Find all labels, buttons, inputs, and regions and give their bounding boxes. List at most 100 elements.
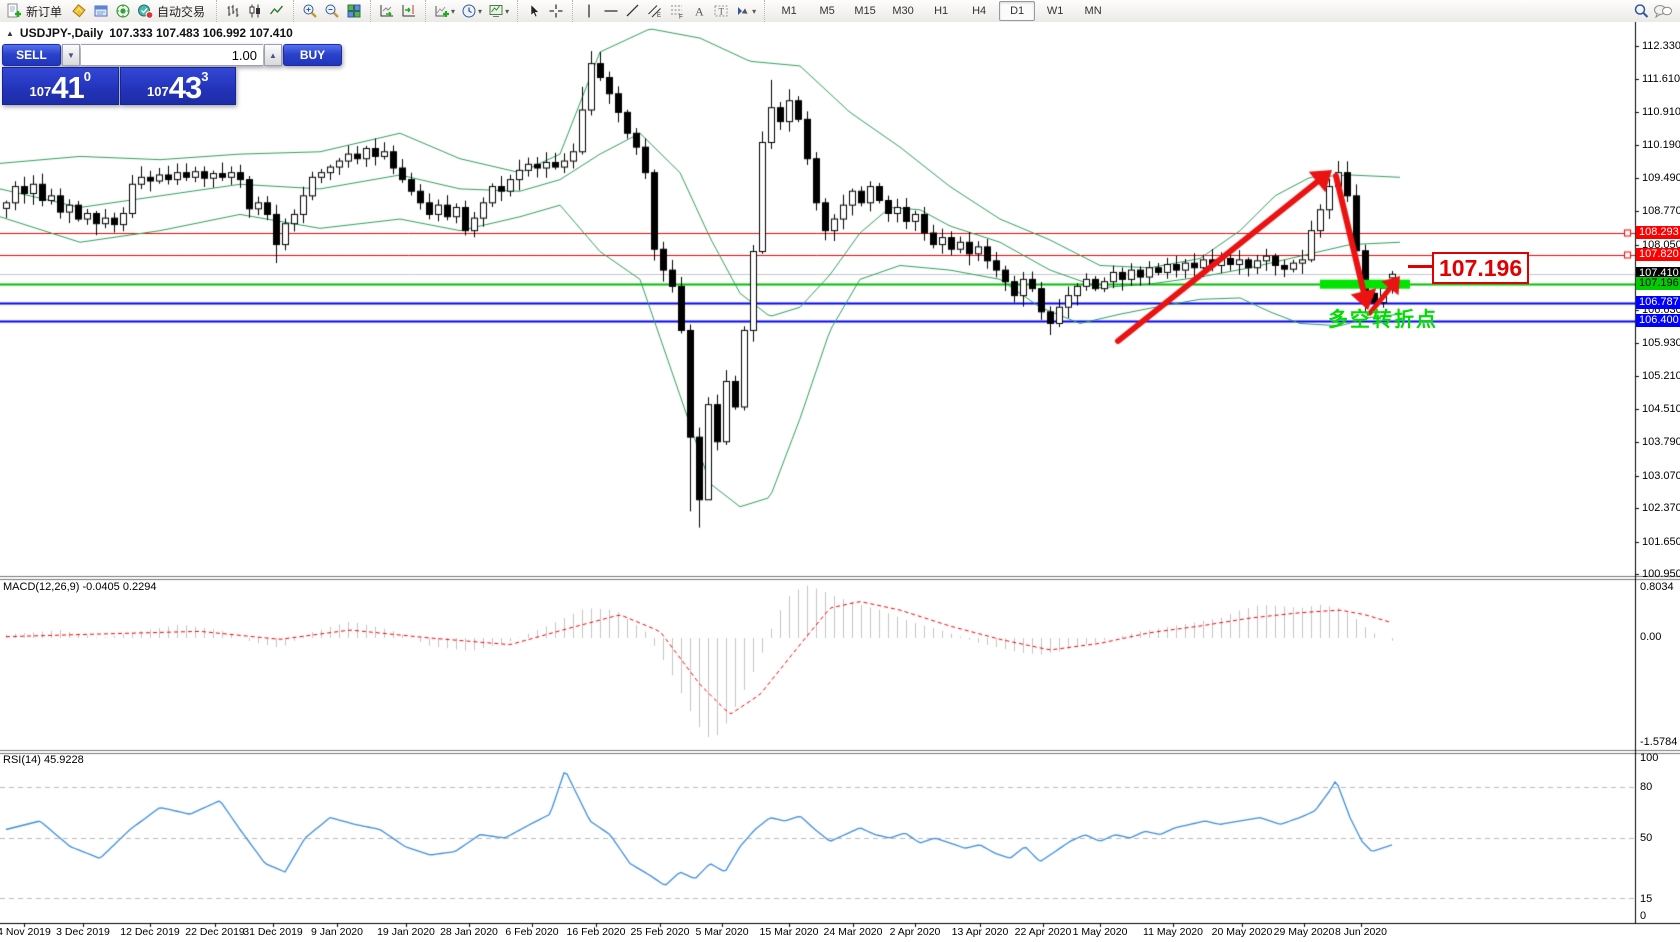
date-axis-label: 12 Dec 2019 [120,926,180,938]
date-axis-label: 22 Dec 2019 [185,926,245,938]
timeframe-button-m30[interactable]: M30 [892,5,914,17]
buy-button[interactable]: BUY [283,44,342,66]
date-axis-label: 31 Dec 2019 [243,926,303,938]
timeframe-button-w1[interactable]: W1 [1046,5,1064,17]
chart-title: ▲ USDJPY-,Daily 107.333 107.483 106.992 … [6,26,293,40]
chart-area: ▲ USDJPY-,Daily 107.333 107.483 106.992 … [0,22,1680,942]
macd-scale-label: 0.8034 [1640,581,1674,593]
date-axis-label: 20 May 2020 [1211,926,1273,938]
autotrading-icon[interactable] [134,1,156,21]
candlestick-chart-icon[interactable] [244,1,266,21]
rsi-label: RSI(14) 45.9228 [3,754,84,766]
date-axis-label: 13 Apr 2020 [951,926,1009,938]
collapse-panel-icon[interactable]: ▲ [6,28,14,38]
price-level-label: 107.196 [1636,277,1680,291]
cursor-icon[interactable] [523,1,545,21]
sell-button[interactable]: SELL [2,44,61,66]
date-axis-label: 22 Apr 2020 [1014,926,1072,938]
date-axis-label: 2 Apr 2020 [889,926,941,938]
price-level-label: 107.820 [1636,248,1680,262]
chart-shift-icon[interactable] [398,1,420,21]
chart-canvas[interactable] [0,22,1680,942]
timeframe-button-mn[interactable]: MN [1084,5,1102,17]
date-axis-label: 1 May 2020 [1072,926,1128,938]
rsi-scale-label: 100 [1640,752,1659,764]
new-order-icon[interactable] [3,1,25,21]
sell-price-quote[interactable]: 107 41 0 [2,67,119,105]
timeframe-button-h1[interactable]: H1 [934,5,949,17]
sell-price-prefix: 107 [29,84,52,99]
date-axis-label: 5 Mar 2020 [695,926,749,938]
fibonacci-icon[interactable]: F [666,1,688,21]
tile-windows-icon[interactable] [343,1,365,21]
chart-ohlc-values: 107.333 107.483 106.992 107.410 [109,26,293,40]
zoom-in-icon[interactable] [299,1,321,21]
timeframe-bar: M1 M5 M15 M30 H1 H4 D1 W1 MN [764,0,1115,22]
date-axis-label: 9 Jan 2020 [311,926,363,938]
price-axis-tick-label: 103.070 [1642,469,1680,482]
periods-dropdown-icon[interactable]: ▾ [478,6,483,16]
periods-clock-icon[interactable] [458,1,480,21]
chart-symbol-period: USDJPY-,Daily [19,26,104,40]
price-axis-tick-label: 108.050 [1642,238,1680,251]
equidistant-channel-icon[interactable]: E [644,1,666,21]
search-icon[interactable] [1630,1,1652,21]
toolbar-right [1630,1,1680,21]
template-dropdown-icon[interactable]: ▾ [505,6,510,16]
price-level-label: 108.293 [1636,226,1680,240]
bar-chart-icon[interactable] [222,1,244,21]
arrows-shapes-icon[interactable] [732,1,754,21]
price-axis-tick-label: 100.950 [1642,568,1680,581]
crosshair-icon[interactable] [545,1,567,21]
toolbar-group-cursor [517,0,570,22]
price-axis-tick-label: 110.910 [1642,105,1680,118]
turning-point-annotation[interactable]: 多空转折点 [1328,309,1438,331]
rsi-scale-label: 0 [1640,910,1647,922]
timeframe-button-d1[interactable]: D1 [999,1,1036,21]
zoom-out-icon[interactable] [321,1,343,21]
date-axis-label: 11 May 2020 [1143,926,1203,938]
vertical-line-icon[interactable] [578,1,600,21]
text-label-icon[interactable]: T [710,1,732,21]
rsi-scale-label: 50 [1640,832,1653,844]
new-order-label[interactable]: 新订单 [26,4,63,19]
horizontal-line-icon[interactable] [600,1,622,21]
timeframe-button-m5[interactable]: M5 [819,5,835,17]
template-icon[interactable] [485,1,507,21]
date-axis-label: 25 Feb 2020 [630,926,690,938]
timeframe-button-h4[interactable]: H4 [972,5,987,17]
community-chat-icon[interactable] [1652,1,1674,21]
new-chart-icon[interactable] [68,1,90,21]
market-watch-icon[interactable] [90,1,112,21]
toolbar-group-standard: 新订单 自动交易 [0,0,214,22]
trendline-icon[interactable] [622,1,644,21]
date-axis-label: 4 Nov 2019 [0,926,51,938]
volume-increase-button[interactable]: ▲ [264,44,282,66]
toolbar-group-zoom [293,0,368,22]
trade-panel-top-row: SELL ▼ ▲ BUY [2,44,342,66]
toolbar: 新订单 自动交易 [0,0,1680,23]
line-chart-icon[interactable] [266,1,288,21]
text-icon[interactable]: A [688,1,710,21]
volume-decrease-button[interactable]: ▼ [62,44,80,66]
buy-price-quote[interactable]: 107 43 3 [119,67,236,105]
price-axis-tick-label: 110.190 [1642,139,1680,152]
volume-input[interactable] [81,44,263,66]
sell-price-sup: 0 [83,69,91,84]
buy-price-sup: 3 [201,69,209,84]
timeframe-button-m15[interactable]: M15 [854,5,876,17]
auto-scroll-icon[interactable] [376,1,398,21]
trade-panel-prices: 107 41 0 107 43 3 [2,67,236,105]
timeframe-button-m1[interactable]: M1 [781,5,797,17]
svg-text:E: E [657,13,661,19]
indicators-dropdown-icon[interactable]: ▾ [451,6,456,16]
autotrading-label[interactable]: 自动交易 [157,4,206,19]
price-axis-tick-label: 108.770 [1642,205,1680,218]
date-axis-label: 6 Feb 2020 [505,926,559,938]
sell-price-big: 41 [51,69,84,105]
price-tag-text[interactable]: 107.196 [1432,252,1530,284]
shapes-dropdown-icon[interactable]: ▾ [752,6,757,16]
indicators-icon[interactable] [431,1,453,21]
rsi-scale-label: 80 [1640,781,1653,793]
navigator-icon[interactable] [112,1,134,21]
